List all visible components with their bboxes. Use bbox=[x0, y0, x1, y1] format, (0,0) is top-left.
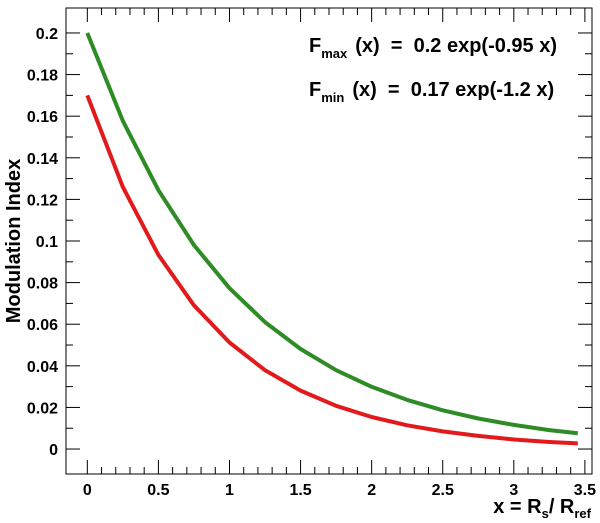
formula-fmin-rest: (x) = 0.17 exp(-1.2 x) bbox=[352, 79, 554, 101]
y-tick-label: 0.2 bbox=[36, 26, 58, 43]
y-tick-label: 0.16 bbox=[27, 109, 58, 126]
y-tick-label: 0.14 bbox=[27, 151, 58, 168]
y-tick-label: 0.02 bbox=[27, 400, 58, 417]
y-axis-label: Modulation Index bbox=[3, 159, 25, 323]
x-tick-label: 3.5 bbox=[574, 482, 596, 499]
formula-fmax: Fmax (x) = 0.2 exp(-0.95 x) bbox=[309, 35, 557, 61]
y-tick-label: 0 bbox=[49, 442, 58, 459]
x-tick-label: 2.5 bbox=[432, 482, 454, 499]
x-tick-label: 3 bbox=[509, 482, 518, 499]
formula-fmin-sub: min bbox=[321, 90, 344, 105]
y-tick-label: 0.08 bbox=[27, 276, 58, 293]
formula-fmin: Fmin (x) = 0.17 exp(-1.2 x) bbox=[309, 79, 554, 105]
y-tick-label: 0.04 bbox=[27, 359, 58, 376]
y-axis-ticks: 0 0.02 0.04 0.06 0.08 0.1 0.12 0.14 0.16 0.18 0.2 bbox=[27, 26, 592, 459]
x-axis-label-sub2: ref bbox=[574, 506, 591, 521]
x-tick-label: 1 bbox=[225, 482, 234, 499]
x-tick-label: 0 bbox=[83, 482, 92, 499]
x-tick-label: 0.5 bbox=[147, 482, 169, 499]
series-line-2 bbox=[85, 94, 578, 446]
series-line-1 bbox=[85, 32, 579, 436]
y-tick-label: 0.06 bbox=[27, 317, 58, 334]
x-axis-label: x = Rs/ Rref bbox=[493, 496, 591, 521]
formula-fmax-main: F bbox=[309, 35, 321, 57]
formula-fmax-sub: max bbox=[321, 46, 348, 61]
formula-fmax-rest: (x) = 0.2 exp(-0.95 x) bbox=[355, 35, 557, 57]
x-tick-label: 1.5 bbox=[289, 482, 311, 499]
y-tick-label: 0.18 bbox=[27, 68, 58, 85]
y-tick-label: 0.12 bbox=[27, 192, 58, 209]
x-axis-label-sub1: s bbox=[542, 506, 549, 521]
y-tick-label: 0.1 bbox=[36, 234, 58, 251]
series-layer bbox=[85, 32, 579, 446]
formula-fmin-main: F bbox=[309, 79, 321, 101]
x-axis-label-prefix: x = R bbox=[493, 496, 542, 518]
x-axis-ticks: 0 0.5 1 1.5 2 2.5 3 3.5 bbox=[83, 8, 596, 499]
x-axis-label-mid: / R bbox=[549, 496, 575, 518]
x-tick-label: 2 bbox=[367, 482, 376, 499]
